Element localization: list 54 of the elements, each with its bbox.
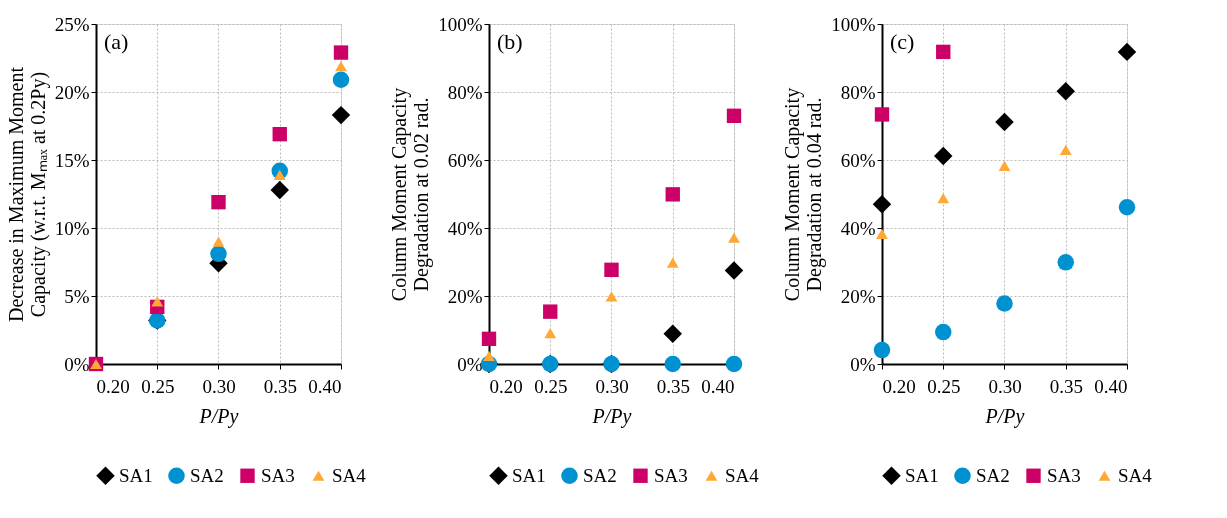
y-tick-label: 15%: [54, 149, 90, 171]
legend-label: SA1: [512, 464, 546, 486]
y-tick-label: 80%: [840, 81, 876, 103]
y-tick-label: 20%: [54, 81, 90, 103]
y-tick-label: 60%: [840, 149, 876, 171]
x-tick-label: 0.30: [595, 375, 629, 397]
x-axis-title: P/Py: [198, 404, 239, 428]
y-tick-label: 0%: [64, 353, 90, 375]
annotation: (c): [890, 29, 915, 54]
legend-label: SA3: [261, 464, 295, 486]
y-axis-title: Column Moment Capacity Degradation at 0.04 rad.: [781, 87, 827, 302]
x-axis-title: P/Py: [984, 404, 1025, 428]
x-tick-label: 0.25: [141, 375, 175, 397]
y-tick-label: 80%: [447, 81, 483, 103]
y-tick-label: 5%: [64, 285, 90, 307]
legend-label: SA2: [583, 464, 617, 486]
legend-label: SA2: [976, 464, 1010, 486]
x-tick-label: 0.20: [489, 375, 523, 397]
y-tick-label: 40%: [840, 217, 876, 239]
y-tick-label: 20%: [840, 285, 876, 307]
y-tick-label: 40%: [447, 217, 483, 239]
y-tick-label: 10%: [54, 217, 90, 239]
x-tick-label: 0.40: [308, 375, 342, 397]
x-tick-label: 0.35: [263, 375, 297, 397]
x-axis-title: P/Py: [591, 404, 632, 428]
annotation: (b): [497, 29, 523, 54]
legend-label: SA1: [905, 464, 939, 486]
annotation: (a): [104, 29, 129, 54]
legend-label: SA3: [654, 464, 688, 486]
legend-label: SA4: [332, 464, 367, 486]
y-tick-label: 100%: [438, 13, 483, 35]
legend-label: SA1: [119, 464, 153, 486]
x-tick-label: 0.25: [927, 375, 961, 397]
y-tick-label: 20%: [447, 285, 483, 307]
legend-label: SA4: [725, 464, 760, 486]
x-tick-label: 0.35: [656, 375, 690, 397]
x-tick-label: 0.30: [202, 375, 236, 397]
legend-label: SA3: [1047, 464, 1081, 486]
x-tick-label: 0.20: [882, 375, 916, 397]
x-tick-label: 0.30: [988, 375, 1022, 397]
y-tick-label: 0%: [850, 353, 876, 375]
x-tick-label: 0.40: [1094, 375, 1128, 397]
x-tick-label: 0.35: [1049, 375, 1083, 397]
x-tick-label: 0.40: [701, 375, 735, 397]
legend-label: SA2: [190, 464, 224, 486]
x-tick-label: 0.20: [96, 375, 130, 397]
y-tick-label: 100%: [831, 13, 876, 35]
y-tick-label: 60%: [447, 149, 483, 171]
y-axis-title: Column Moment Capacity Degradation at 0.02 rad.: [388, 87, 434, 302]
y-axis-title: Decrease in Maximum Moment Capacity (w.r.t. Mₘₐₓ at 0.2Py): [4, 66, 50, 322]
y-tick-label: 25%: [54, 13, 90, 35]
legend-label: SA4: [1118, 464, 1153, 486]
x-tick-label: 0.25: [534, 375, 568, 397]
y-tick-label: 0%: [457, 353, 483, 375]
